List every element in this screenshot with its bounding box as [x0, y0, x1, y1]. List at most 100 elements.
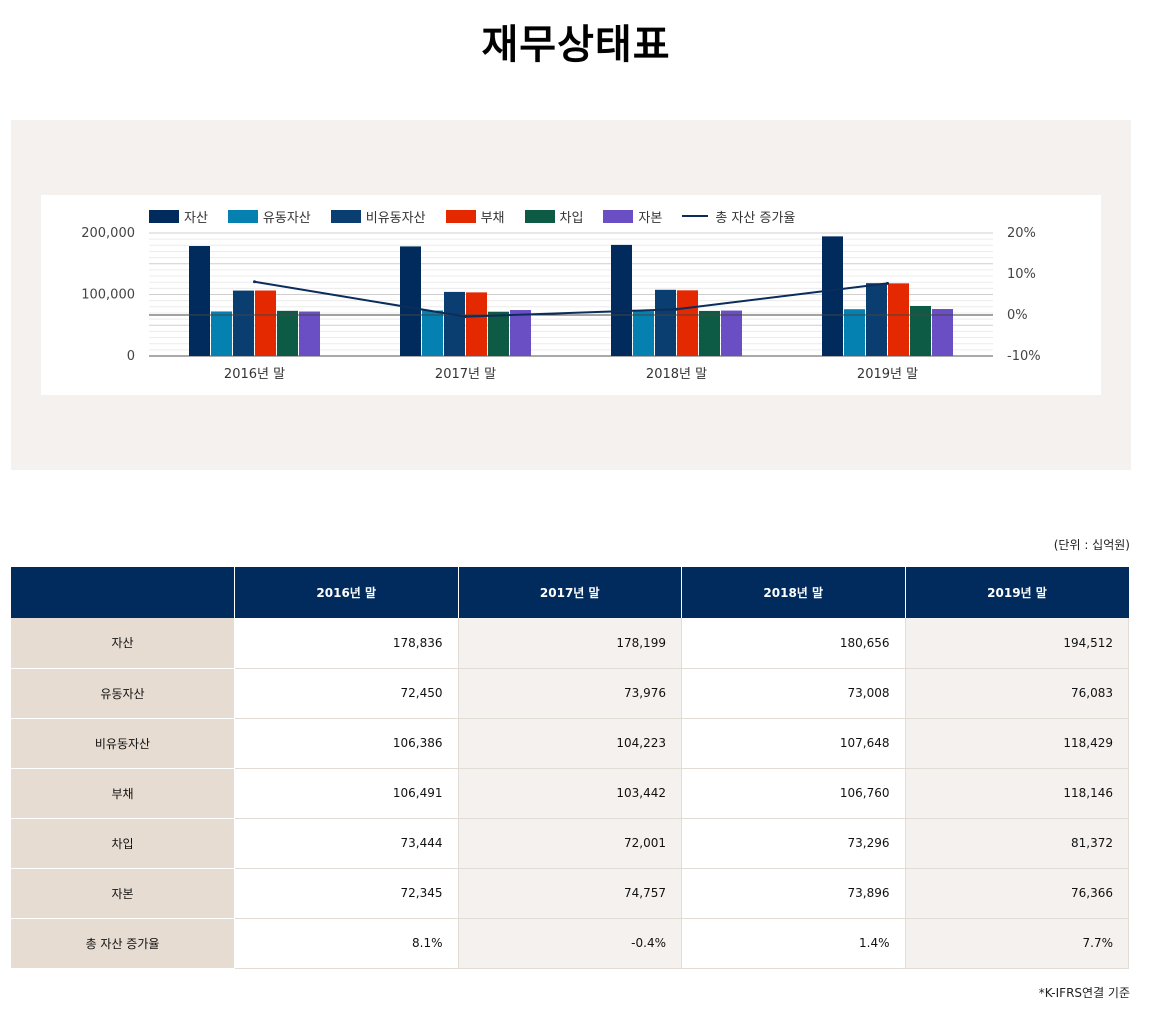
legend-swatch — [149, 209, 179, 223]
chart-box: 0 100,000 200,000 -10% 0% 10% 20% 2016년 말 2017년 … — [41, 195, 1101, 395]
x-tick-label: 2016년 말 — [224, 367, 285, 382]
table-body: 자산 178,836 178,199 180,656 194,512 유동자산 72,450… — [11, 618, 1129, 969]
table-row: 부채 106,491 103,442 106,760 118,146 — [11, 768, 1129, 819]
bar — [822, 236, 843, 356]
legend-swatch — [330, 209, 361, 223]
chart-panel: 0 100,000 200,000 -10% 0% 10% 20% 2016년 말 2017년 … — [11, 120, 1131, 470]
table-cell: 76,083 — [905, 668, 1129, 719]
y-left-tick-label: 100,000 — [81, 288, 135, 303]
unit-note: (단위 : 십억원) — [1053, 538, 1130, 552]
table-cell: 1.4% — [681, 918, 906, 969]
table-cell: 74,757 — [458, 868, 682, 919]
bar — [466, 292, 487, 356]
table-cell: 76,366 — [905, 868, 1129, 919]
table-row: 비유동자산 106,386 104,223 107,648 118,429 — [11, 718, 1129, 769]
table-cell: 72,345 — [234, 868, 459, 919]
table-header-row: 2016년 말 2017년 말 2018년 말 2019년 말 — [11, 567, 1129, 618]
table-cell: 178,199 — [458, 618, 682, 669]
y-right-tick-label: 0% — [1007, 308, 1028, 323]
legend-label: 유동자산 — [262, 210, 311, 226]
table-row-label: 비유동자산 — [11, 718, 235, 769]
y-right-tick-label: 10% — [1007, 267, 1036, 282]
bar — [233, 290, 254, 356]
bar — [400, 246, 421, 356]
table-cell: 8.1% — [234, 918, 459, 969]
bar — [189, 246, 210, 356]
table-cell: 103,442 — [458, 768, 682, 819]
legend-label: 총 자산 증가율 — [715, 210, 796, 226]
table-cell: 81,372 — [905, 818, 1129, 869]
bar — [444, 291, 465, 356]
legend-item: 비유동자산 — [330, 207, 426, 226]
table-cell: 118,146 — [905, 768, 1129, 819]
chart-legend: 자산 유동자산 비유동자산 부채 차입 자본 총 자산 증가율 — [149, 206, 815, 226]
bar — [721, 310, 742, 356]
y-left-tick-label: 200,000 — [81, 226, 135, 241]
table-cell: 106,491 — [234, 768, 459, 819]
table-header-cell: 2017년 말 — [458, 567, 682, 618]
balance-sheet-table: 2016년 말 2017년 말 2018년 말 2019년 말 자산 178,83… — [11, 567, 1129, 969]
table-cell: -0.4% — [458, 918, 682, 969]
bar — [633, 311, 654, 356]
page-title: 재무상태표 — [481, 22, 671, 68]
table-row: 총 자산 증가율 8.1% -0.4% 1.4% 7.7% — [11, 918, 1129, 969]
growth-point — [464, 315, 467, 319]
legend-item: 자본 — [603, 207, 662, 226]
table-header-cell: 2019년 말 — [905, 567, 1129, 618]
x-tick-label: 2018년 말 — [646, 367, 707, 382]
bar — [211, 311, 232, 356]
bar — [277, 310, 298, 356]
bar — [888, 283, 909, 356]
table-cell: 180,656 — [681, 618, 906, 669]
bar — [932, 309, 953, 356]
legend-swatch — [524, 209, 555, 223]
bar — [677, 290, 698, 356]
table-row: 자산 178,836 178,199 180,656 194,512 — [11, 618, 1129, 669]
legend-item: 총 자산 증가율 — [682, 207, 795, 226]
table-cell: 118,429 — [905, 718, 1129, 769]
table-cell: 73,296 — [681, 818, 906, 869]
table-cell: 194,512 — [905, 618, 1129, 669]
legend-swatch — [227, 209, 258, 223]
table-row-label: 자본 — [11, 868, 235, 919]
footnote: *K-IFRS연결 기준 — [1038, 986, 1130, 1000]
bar — [255, 290, 276, 356]
balance-sheet-chart: 0 100,000 200,000 -10% 0% 10% 20% 2016년 말 2017년 … — [81, 226, 1041, 382]
legend-label: 자본 — [638, 210, 663, 226]
table-header-cell: 2016년 말 — [234, 567, 459, 618]
x-tick-label: 2019년 말 — [857, 367, 918, 382]
table-row-label: 부채 — [11, 768, 235, 819]
legend-item: 차입 — [524, 207, 583, 226]
y-right-tick-label: -10% — [1007, 349, 1041, 364]
bar — [510, 310, 531, 356]
bar — [488, 311, 509, 356]
bar — [611, 244, 632, 356]
bar — [910, 305, 931, 356]
table-cell: 106,386 — [234, 718, 459, 769]
table-cell: 72,001 — [458, 818, 682, 869]
table-cell: 106,760 — [681, 768, 906, 819]
table-row-label: 유동자산 — [11, 668, 235, 719]
table-cell: 73,008 — [681, 668, 906, 719]
bar — [422, 310, 443, 356]
legend-label: 부채 — [480, 210, 505, 226]
legend-item: 부채 — [445, 207, 505, 226]
table-header-cell: 2018년 말 — [681, 567, 906, 618]
growth-point — [675, 307, 678, 311]
y-left-tick-label: 0 — [127, 349, 135, 364]
legend-item: 유동자산 — [227, 207, 311, 226]
bar — [299, 311, 320, 356]
table-row: 차입 73,444 72,001 73,296 81,372 — [11, 818, 1129, 869]
legend-label: 자산 — [184, 210, 208, 226]
y-right-tick-label: 20% — [1007, 226, 1036, 241]
bar — [699, 310, 720, 356]
bar — [655, 289, 676, 356]
table-cell: 73,976 — [458, 668, 682, 719]
table-cell: 104,223 — [458, 718, 682, 769]
growth-point — [253, 280, 256, 284]
legend-line-swatch — [682, 215, 709, 217]
table-row-label: 차입 — [11, 818, 235, 869]
table-row-label: 총 자산 증가율 — [11, 918, 235, 969]
growth-line — [254, 280, 888, 318]
bar — [844, 309, 865, 356]
